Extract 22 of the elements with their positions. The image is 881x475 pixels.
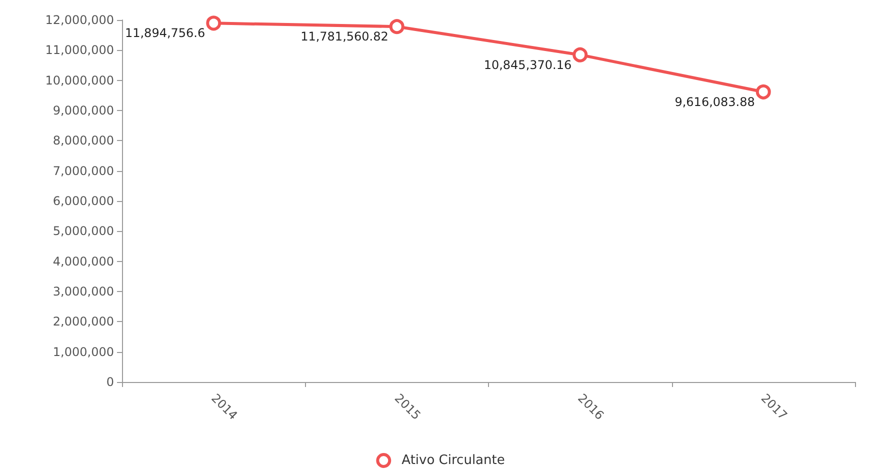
point [206, 16, 222, 31]
y-tick-label: 9,000,000 [52, 104, 114, 118]
data-label: 11,781,560.82 [300, 30, 388, 44]
point [389, 19, 404, 34]
data-label: 9,616,083.88 [674, 94, 755, 109]
y-tick-label: 2,000,000 [52, 314, 114, 329]
y-tick-label: 7,000,000 [52, 164, 114, 178]
y-tick-label: 5,000,000 [52, 224, 114, 238]
y-tick-label: 10,000,000 [45, 73, 114, 88]
point [756, 84, 771, 100]
y-tick-label: 6,000,000 [52, 194, 114, 208]
y-tick-label: 12,000,000 [45, 13, 114, 27]
legend-label: Ativo Circulante [402, 453, 505, 468]
y-tick-label: 1,000,000 [52, 344, 114, 359]
y-tick-label: 11,000,000 [45, 43, 114, 58]
data-label: 10,845,370.16 [484, 58, 572, 72]
y-tick-label: 4,000,000 [52, 254, 114, 268]
y-tick-label: 3,000,000 [52, 284, 114, 298]
data-label: 11,894,756.6 [124, 26, 206, 40]
y-tick-label: 0 [106, 375, 114, 389]
point [572, 47, 588, 62]
y-tick-label: 8,000,000 [52, 134, 114, 148]
